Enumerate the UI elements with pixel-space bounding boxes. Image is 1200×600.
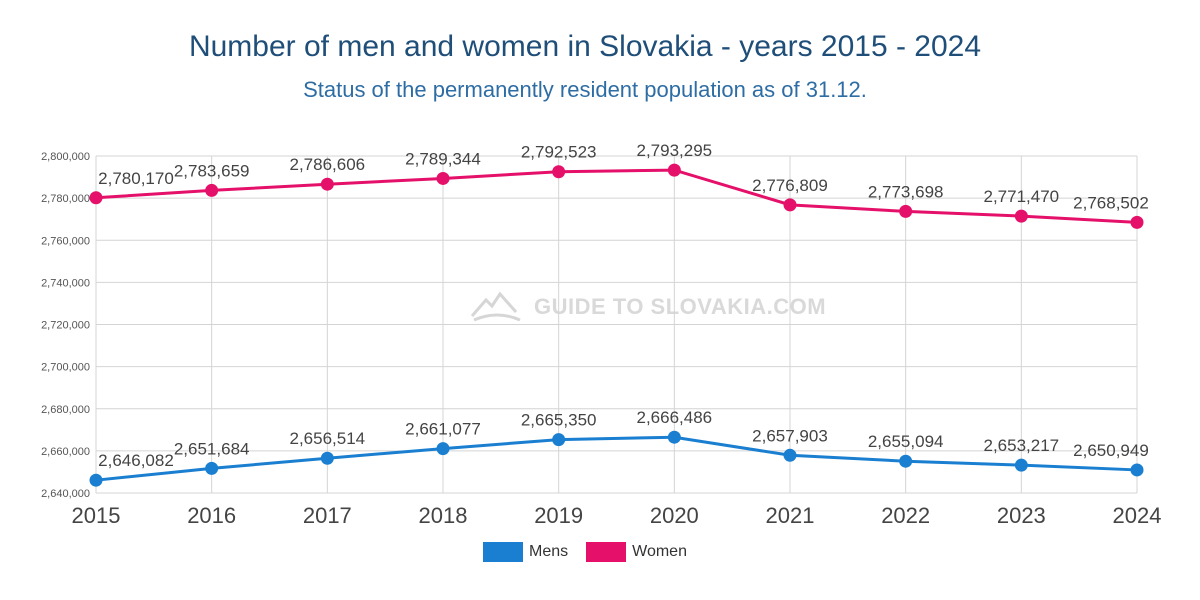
data-label-mens: 2,655,094 [868,432,944,451]
x-tick-label: 2023 [997,503,1046,528]
data-point-mens [552,433,566,447]
data-label-mens: 2,661,077 [405,420,481,439]
data-label-mens: 2,650,949 [1073,441,1149,460]
y-tick-label: 2,680,000 [41,404,90,416]
data-point-women [1130,215,1144,229]
data-point-mens [667,430,681,444]
mountain-icon [470,291,521,322]
data-point-mens [1130,463,1144,477]
y-tick-label: 2,720,000 [41,320,90,332]
data-label-women: 2,776,809 [752,176,828,195]
data-label-women: 2,783,659 [174,161,250,180]
data-label-women: 2,768,502 [1073,193,1149,212]
watermark-text: GUIDE TO SLOVAKIA.COM [534,294,827,319]
data-point-women [205,183,219,197]
data-label-women: 2,792,523 [521,143,597,162]
data-point-women [667,163,681,177]
legend-swatch-women [586,542,627,562]
data-point-women [320,177,334,191]
series-line-mens [95,435,1138,482]
data-label-mens: 2,651,684 [174,439,250,458]
legend-swatch-mens [483,542,524,562]
data-label-mens: 2,656,514 [290,429,366,448]
data-label-women: 2,780,170 [98,169,174,188]
data-label-mens: 2,657,903 [752,426,828,445]
x-tick-label: 2017 [303,503,352,528]
data-point-mens [1014,458,1028,472]
data-point-women [783,198,797,212]
chart-title: Number of men and women in Slovakia - ye… [188,30,982,63]
data-point-mens [899,454,913,468]
series-line-women [95,168,1138,224]
data-point-mens [320,451,334,465]
legend-item-women[interactable]: Women [586,542,687,562]
data-label-women: 2,773,698 [868,182,944,201]
data-point-women [89,191,103,205]
data-point-mens [783,448,797,462]
x-tick-label: 2015 [72,503,121,528]
y-tick-label: 2,800,000 [41,151,90,163]
x-tick-label: 2024 [1113,503,1162,528]
data-label-mens: 2,646,082 [98,451,174,470]
data-point-women [899,204,913,218]
data-point-mens [89,473,103,487]
x-tick-label: 2018 [419,503,468,528]
x-tick-label: 2022 [881,503,930,528]
legend-item-mens[interactable]: Mens [483,542,568,562]
data-label-mens: 2,653,217 [984,436,1060,455]
chart-subtitle: Status of the permanently resident popul… [303,77,867,102]
x-tick-label: 2020 [650,503,699,528]
legend: Mens Women [0,542,1170,562]
data-label-women: 2,771,470 [984,187,1060,206]
legend-label-mens: Mens [529,543,569,560]
y-tick-label: 2,640,000 [41,488,90,500]
data-point-mens [436,442,450,456]
y-tick-label: 2,780,000 [41,193,90,205]
legend-label-women: Women [632,543,687,560]
data-point-women [552,165,566,179]
data-point-mens [205,461,219,475]
y-tick-label: 2,700,000 [41,362,90,374]
x-tick-label: 2019 [534,503,583,528]
data-label-women: 2,786,606 [290,155,366,174]
y-tick-label: 2,740,000 [41,277,90,289]
data-label-women: 2,793,295 [637,141,713,160]
data-point-women [1014,209,1028,223]
y-tick-label: 2,760,000 [41,235,90,247]
data-label-mens: 2,665,350 [521,411,597,430]
data-label-mens: 2,666,486 [637,408,713,427]
data-point-women [436,171,450,185]
watermark: GUIDE TO SLOVAKIA.COM [470,290,826,324]
x-tick-label: 2016 [187,503,236,528]
x-tick-label: 2021 [766,503,815,528]
data-label-women: 2,789,344 [405,149,481,168]
y-tick-label: 2,660,000 [41,446,90,458]
